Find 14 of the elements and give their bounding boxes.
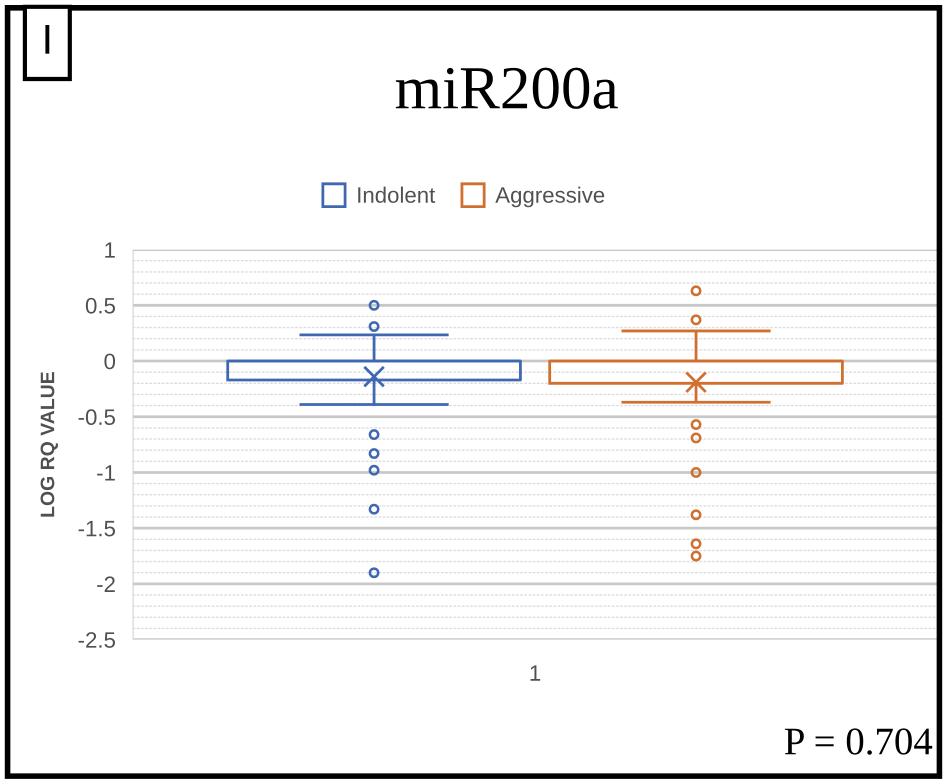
y-tick-label: 1 — [105, 242, 115, 258]
y-tick-label: -2 — [97, 576, 115, 592]
text: P = 0.704 — [784, 728, 932, 755]
y-axis-title: LOG RQ VALUE — [40, 372, 58, 517]
y-tick-label: -0.5 — [78, 409, 115, 426]
y-tick-label: 0 — [104, 354, 116, 370]
legend-label: Aggressive — [495, 186, 604, 208]
y-tick-label: -2.5 — [78, 632, 115, 648]
y-tick-label: -1.5 — [78, 520, 115, 536]
y-tick-label: 0.5 — [86, 298, 115, 314]
y-tick-label: -1 — [97, 465, 115, 481]
legend-label: Indolent — [358, 186, 436, 203]
text: I — [45, 25, 50, 54]
chart-title: miR200a — [396, 68, 618, 109]
